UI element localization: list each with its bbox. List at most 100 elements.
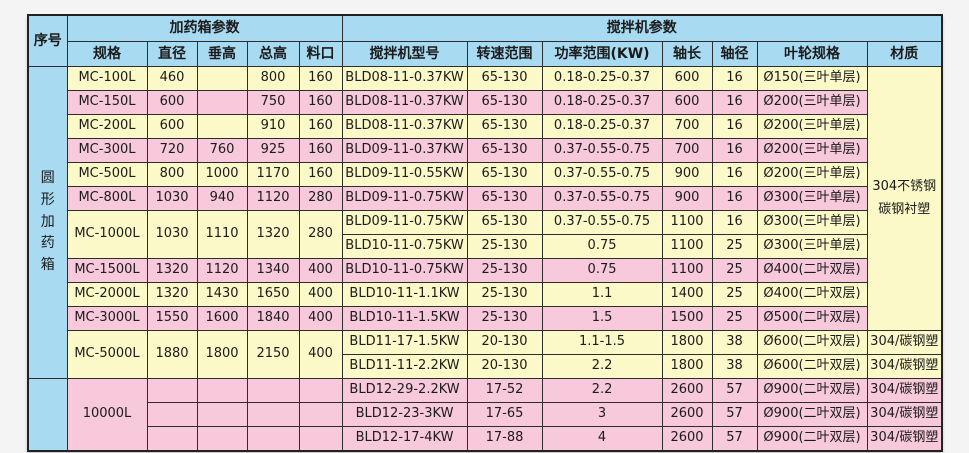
table-cell: 25-130 [466,282,543,307]
table-row: MC-500L 800 1000 1170 160 BLD09-11-0.55KW 65-1… [28,162,942,187]
table-row: BLD12-23-3KW 17-65 3 2600 57 Ø900(二叶双层) 304/碳钢… [28,402,943,427]
table-cell: BLD11-11-2.2KW [341,354,468,379]
table-row: MC-5000L 1880 1800 2150 400 BLD11-17-1.5KW 20-… [28,330,943,379]
table-cell [196,426,248,452]
header-row: 规格 直径 垂高 总高 料口 搅拌机型号 转速范围 功率范围(KW) 轴长 轴径 叶轮规格 材质 [28,41,943,67]
table-cell: 304/碳钢塑 [866,354,943,379]
table-cell: 800 [246,66,300,91]
table-cell: 16 [711,138,758,163]
table-cell: 400 [298,306,343,331]
table-cell: BLD09-11-0.55KW [341,162,468,187]
table-cell: MC-200L [66,114,148,139]
table-cell: BLD08-11-0.37KW [341,90,468,115]
table-cell: 2150 [246,330,300,379]
table-cell: 17-52 [466,378,543,403]
header-mixer-params: 搅拌机参数 [341,14,943,42]
table-cell: 20-130 [466,330,543,355]
table-cell: 25-130 [466,258,543,283]
table-cell: 160 [298,114,343,139]
table-cell: 25-130 [466,306,543,331]
table-cell: 160 [298,162,343,187]
table-cell: Ø300(三叶单层) [756,186,868,211]
table-cell: BLD10-11-0.75KW [341,234,468,259]
table-cell: 16 [711,66,758,91]
table-cell: MC-1000L [66,210,148,259]
table-cell: BLD11-17-1.5KW [341,330,468,355]
table-cell: Ø400(二叶双层) [756,282,868,307]
table-cell: 160 [298,66,343,91]
table-cell: 700 [661,138,713,163]
table-cell: MC-5000L [66,330,148,379]
table-cell: 1320 [146,258,198,283]
table-cell: 1600 [196,306,248,331]
table-row: MC-1000L 1030 1110 1320 280 BLD09-11-0.75KW 65… [28,210,942,259]
table-cell: 1100 [661,258,713,283]
table-cell: 1800 [661,354,713,379]
table-cell: 900 [661,186,713,211]
table-cell: MC-300L [66,138,148,163]
table-cell [146,402,198,427]
table-cell: Ø900(二叶双层) [756,378,868,403]
table-cell: 720 [146,138,198,163]
table-cell: 600 [661,66,713,91]
table-row: 圆形加药箱 MC-100L 460 800 160 BLD08-11-0.37KW 65-1… [27,66,943,379]
table-cell: 65-130 [466,90,543,115]
table-cell: Ø600(二叶双层) [756,354,868,379]
table-cell: Ø200(三叶单层) [756,90,868,115]
table-cell: 25 [711,234,758,259]
table-cell: Ø200(三叶单层) [756,162,868,187]
table-cell: 1120 [196,258,248,283]
table-cell: BLD10-11-0.75KW [341,258,468,283]
table-cell: 1650 [246,282,300,307]
table-cell [246,426,300,452]
table-cell: 65-130 [466,138,543,163]
table-cell: 16 [711,210,758,235]
serial-empty-cell [27,378,68,452]
vertical-label: 圆形加药箱 [40,170,55,274]
table-cell: 1800 [661,330,713,355]
table-cell [298,378,343,403]
table-header: 序号 加药箱参数 搅拌机参数 规格 直径 垂高 总高 料口 搅拌机型号 转速范围 功率范围(KW) 轴… [27,14,943,67]
table-cell: Ø200(三叶单层) [756,138,868,163]
table-cell: Ø400(二叶双层) [756,258,868,283]
table-cell: Ø600(二叶双层) [756,330,868,355]
table-cell: 280 [298,210,343,259]
table-cell: BLD12-23-3KW [341,402,468,427]
header-row: 序号 加药箱参数 搅拌机参数 [27,14,943,67]
table-cell: MC-800L [66,186,148,211]
table-cell [196,402,248,427]
table-row: MC-200L 600 910 160 BLD08-11-0.37KW 65-130 0.1… [28,114,942,139]
header-cell: 搅拌机型号 [341,41,468,67]
table-cell: 2600 [661,378,713,403]
table-cell: 760 [196,138,248,163]
table-cell [298,426,343,452]
header-tank-params: 加药箱参数 [66,14,343,42]
table-cell: Ø150(三叶单层) [756,66,868,91]
table-row: MC-800L 1030 940 1120 280 BLD09-11-0.75KW 65-1… [28,186,942,211]
table-cell: 57 [711,402,758,427]
table-cell: 25-130 [466,234,543,259]
table-cell: 25 [711,306,758,331]
table-cell: 1000 [196,162,248,187]
table-cell: 1110 [196,210,248,259]
table-row: MC-2000L 1320 1430 1650 400 BLD10-11-1.1KW 25-… [28,282,942,307]
table-cell [298,402,343,427]
table-cell: 1.5 [541,306,663,331]
table-cell: 304/碳钢塑 [866,402,943,427]
table-cell: 910 [246,114,300,139]
table-cell: 16 [711,114,758,139]
table-cell: MC-150L [66,90,148,115]
table-cell: 0.37-0.55-0.75 [541,210,663,235]
table-cell: 4 [541,426,663,452]
table-cell: 16 [711,162,758,187]
header-cell: 轴径 [711,41,758,67]
table-cell: 400 [298,282,343,307]
table-cell: 1100 [661,234,713,259]
table-cell: 65-130 [466,162,543,187]
table-cell: 2.2 [541,354,663,379]
table-cell: 65-130 [466,186,543,211]
table-cell: 160 [298,138,343,163]
table-cell: 0.75 [541,258,663,283]
table-cell: 1320 [246,210,300,259]
